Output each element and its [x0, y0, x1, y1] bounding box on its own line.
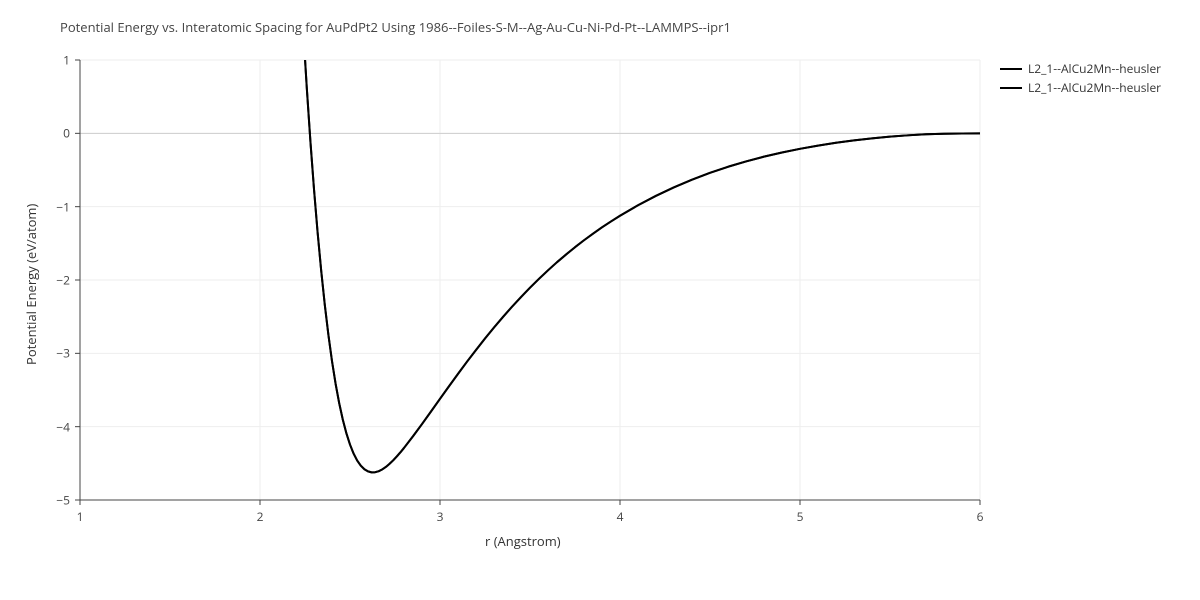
legend-swatch [1000, 87, 1022, 89]
legend: L2_1--AlCu2Mn--heusler L2_1--AlCu2Mn--heu… [1000, 60, 1161, 98]
y-tick-label: 0 [63, 125, 70, 142]
y-tick-label: −3 [56, 345, 70, 362]
y-tick-label: 1 [63, 52, 70, 69]
x-tick-label: 1 [77, 508, 84, 525]
legend-swatch [1000, 68, 1022, 70]
chart-container: Potential Energy vs. Interatomic Spacing… [0, 0, 1200, 600]
y-tick-label: −4 [56, 418, 70, 435]
x-axis-label: r (Angstrom) [485, 532, 561, 550]
series-line-1[interactable] [303, 30, 980, 473]
legend-item[interactable]: L2_1--AlCu2Mn--heusler [1000, 60, 1161, 77]
legend-item[interactable]: L2_1--AlCu2Mn--heusler [1000, 79, 1161, 96]
x-tick-label: 6 [977, 508, 984, 525]
x-tick-label: 3 [437, 508, 444, 525]
y-tick-label: −5 [56, 492, 70, 509]
series-line-0[interactable] [303, 30, 980, 473]
y-tick-label: −2 [56, 272, 70, 289]
legend-label: L2_1--AlCu2Mn--heusler [1028, 79, 1161, 96]
x-tick-label: 2 [257, 508, 264, 525]
x-tick-label: 4 [617, 508, 624, 525]
y-tick-label: −1 [56, 198, 70, 215]
x-tick-label: 5 [797, 508, 804, 525]
y-axis-label: Potential Energy (eV/atom) [22, 204, 40, 365]
legend-label: L2_1--AlCu2Mn--heusler [1028, 60, 1161, 77]
